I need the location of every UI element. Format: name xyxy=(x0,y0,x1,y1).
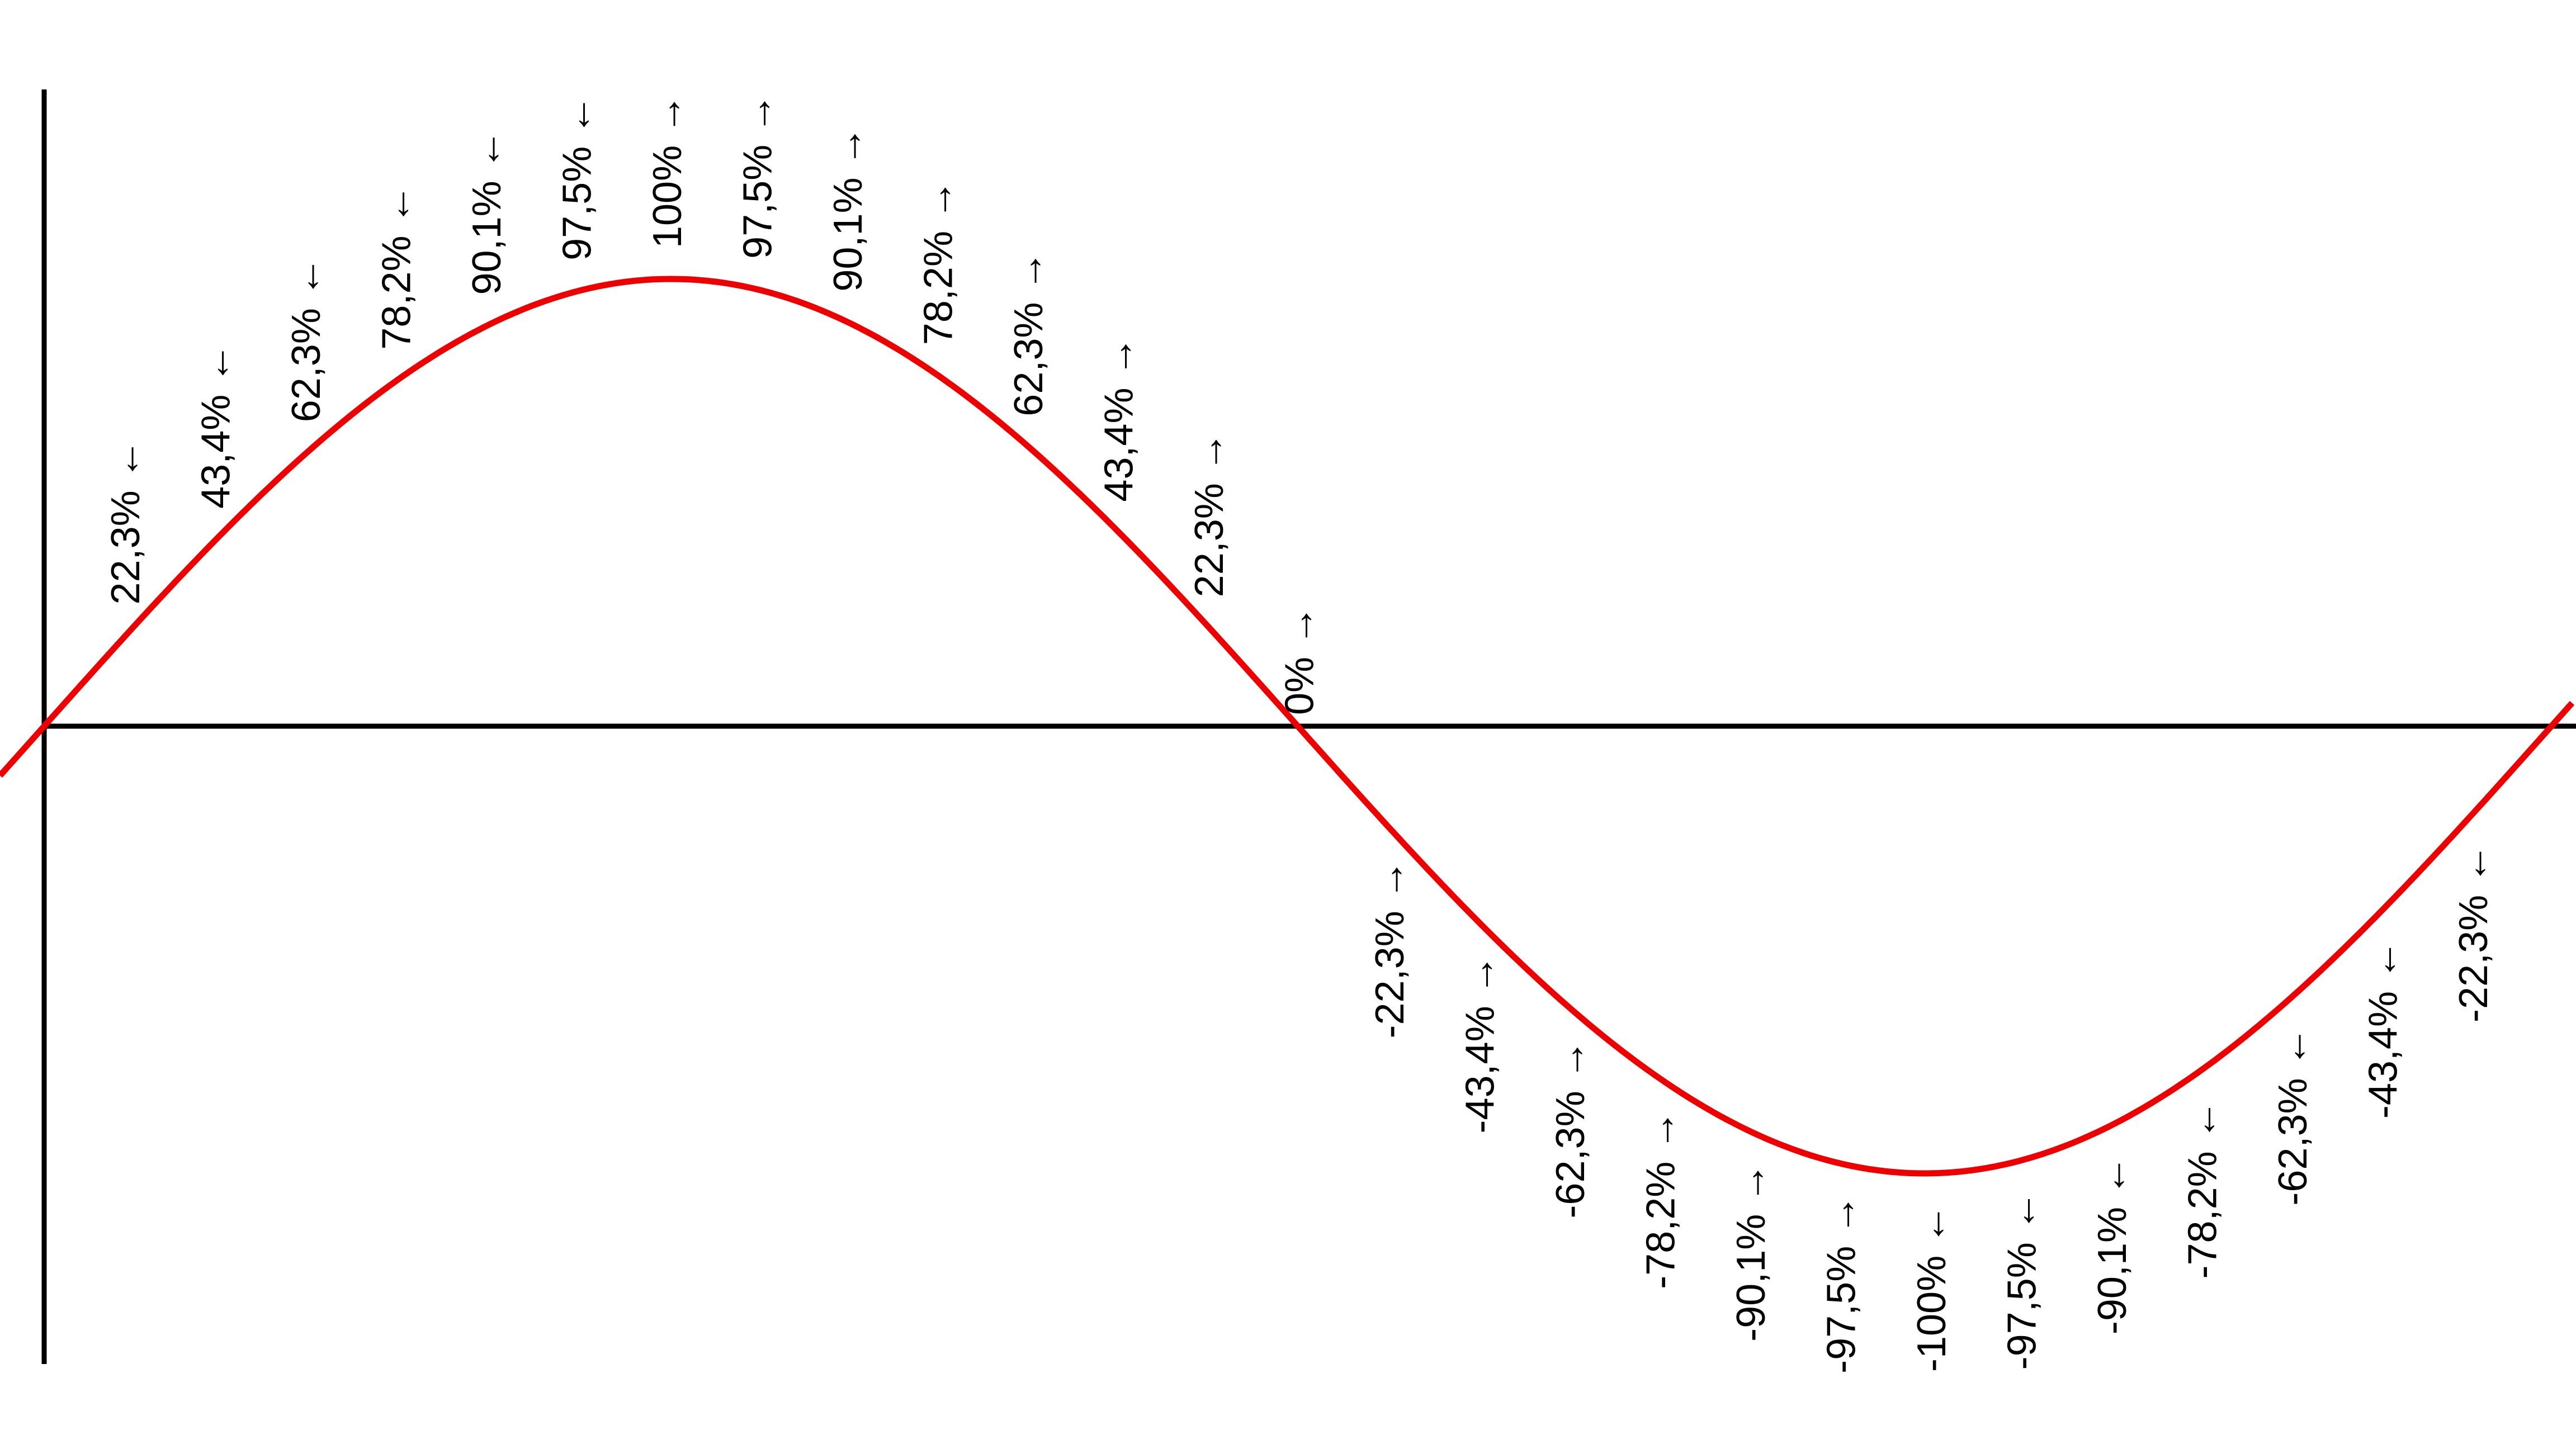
value-label: 78,2% ← xyxy=(375,184,419,349)
value-label: 22,3% → xyxy=(1187,432,1232,597)
value-label: 43,4% → xyxy=(1097,337,1142,502)
value-label: -43,4% ← xyxy=(2361,940,2406,1119)
sine-curve xyxy=(0,276,2575,1177)
value-label: 97,5% ← xyxy=(555,95,600,261)
value-label: -22,3% → xyxy=(1368,859,1412,1038)
value-label: -100% ← xyxy=(1909,1204,1954,1372)
value-label: 62,3% ← xyxy=(284,257,329,422)
value-label: 43,4% ← xyxy=(194,343,239,509)
value-label: -43,4% → xyxy=(1458,954,1503,1133)
value-label: 0% → xyxy=(1278,605,1322,715)
value-label: 100% → xyxy=(645,94,690,248)
value-label: 78,2% → xyxy=(916,179,961,345)
value-label: -90,1% ← xyxy=(2090,1156,2135,1334)
value-label: -78,2% ← xyxy=(2181,1100,2225,1278)
value-label: -22,3% ← xyxy=(2451,844,2496,1022)
value-label: -62,3% → xyxy=(1548,1039,1593,1218)
value-label: -97,5% → xyxy=(1819,1195,1864,1374)
value-label: -97,5% ← xyxy=(2000,1191,2045,1370)
value-label: 90,1% → xyxy=(826,126,871,291)
value-label: -62,3% ← xyxy=(2271,1026,2315,1205)
value-label: -90,1% → xyxy=(1729,1163,1774,1342)
value-labels: 22,3% ← 43,4% ← 62,3% ← 78,2% ← 90,1% ← 97,5%… xyxy=(103,93,2496,1374)
value-label: 97,5% → xyxy=(736,93,781,259)
value-label: 90,1% ← xyxy=(465,129,509,295)
value-label: 22,3% ← xyxy=(103,439,148,604)
value-label: -78,2% → xyxy=(1639,1110,1684,1289)
value-label: 62,3% → xyxy=(1006,251,1051,416)
